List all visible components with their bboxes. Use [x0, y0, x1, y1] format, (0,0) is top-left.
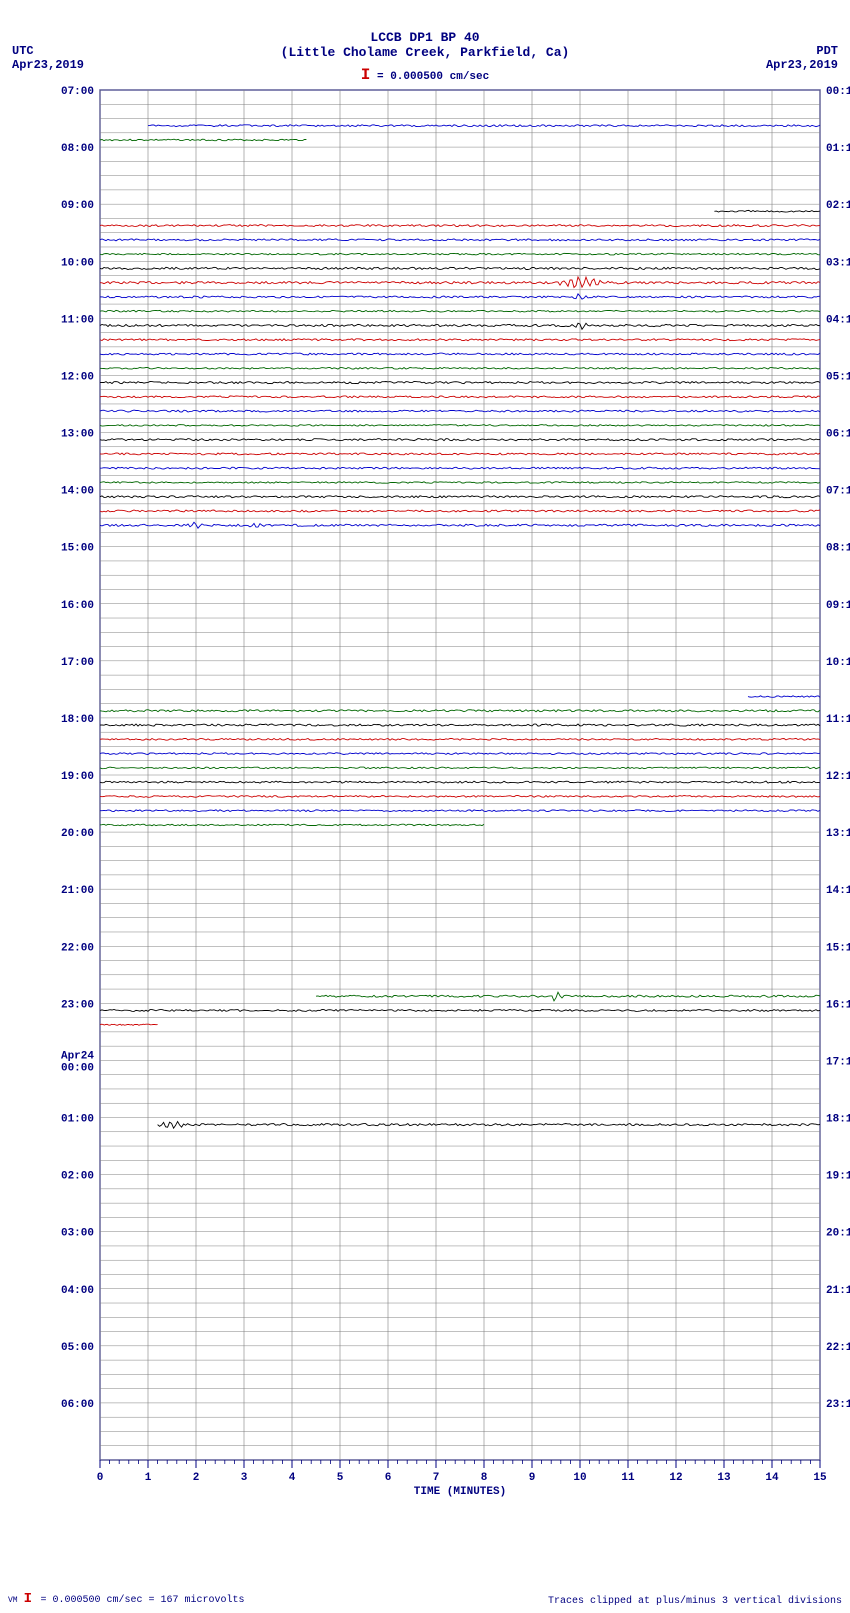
svg-text:19:00: 19:00	[61, 771, 94, 783]
svg-text:08:15: 08:15	[826, 543, 850, 555]
svg-text:03:00: 03:00	[61, 1228, 94, 1240]
svg-text:12: 12	[669, 1472, 682, 1484]
svg-text:05:00: 05:00	[61, 1342, 94, 1354]
svg-text:20:15: 20:15	[826, 1228, 850, 1240]
svg-text:15: 15	[813, 1472, 827, 1484]
svg-text:13:15: 13:15	[826, 828, 850, 840]
svg-text:11: 11	[621, 1472, 635, 1484]
seismogram-svg: 0123456789101112131415TIME (MINUTES)07:0…	[55, 90, 850, 1510]
svg-text:22:00: 22:00	[61, 942, 94, 954]
svg-text:22:15: 22:15	[826, 1342, 850, 1354]
svg-text:18:00: 18:00	[61, 714, 94, 726]
svg-text:9: 9	[529, 1472, 536, 1484]
svg-text:3: 3	[241, 1472, 248, 1484]
svg-text:17:15: 17:15	[826, 1056, 850, 1068]
svg-text:01:00: 01:00	[61, 1114, 94, 1126]
tz-right: PDT	[816, 44, 838, 58]
svg-text:00:00: 00:00	[61, 1062, 94, 1074]
scale-header: I = 0.000500 cm/sec	[0, 66, 850, 84]
svg-text:10:15: 10:15	[826, 657, 850, 669]
svg-text:01:15: 01:15	[826, 143, 850, 155]
svg-text:16:15: 16:15	[826, 999, 850, 1011]
svg-text:06:15: 06:15	[826, 429, 850, 441]
svg-text:0: 0	[97, 1472, 104, 1484]
footer-right: Traces clipped at plus/minus 3 vertical …	[548, 1596, 842, 1607]
svg-text:03:15: 03:15	[826, 257, 850, 269]
svg-text:14:15: 14:15	[826, 885, 850, 897]
svg-text:04:00: 04:00	[61, 1285, 94, 1297]
svg-text:09:00: 09:00	[61, 200, 94, 212]
svg-text:10:00: 10:00	[61, 257, 94, 269]
svg-text:14: 14	[765, 1472, 779, 1484]
svg-text:8: 8	[481, 1472, 488, 1484]
svg-text:2: 2	[193, 1472, 200, 1484]
svg-text:14:00: 14:00	[61, 486, 94, 498]
svg-text:23:15: 23:15	[826, 1399, 850, 1411]
svg-text:10: 10	[573, 1472, 586, 1484]
svg-text:23:00: 23:00	[61, 999, 94, 1011]
date-right: Apr23,2019	[766, 58, 838, 72]
svg-text:TIME (MINUTES): TIME (MINUTES)	[414, 1486, 506, 1498]
svg-text:6: 6	[385, 1472, 392, 1484]
svg-text:08:00: 08:00	[61, 143, 94, 155]
svg-text:11:15: 11:15	[826, 714, 850, 726]
footer-left: VM I = 0.000500 cm/sec = 167 microvolts	[8, 1591, 244, 1607]
svg-text:11:00: 11:00	[61, 314, 94, 326]
svg-text:12:15: 12:15	[826, 771, 850, 783]
svg-text:17:00: 17:00	[61, 657, 94, 669]
svg-text:02:15: 02:15	[826, 200, 850, 212]
svg-text:04:15: 04:15	[826, 314, 850, 326]
svg-text:05:15: 05:15	[826, 371, 850, 383]
seismogram-container: UTC Apr23,2019 PDT Apr23,2019 LCCB DP1 B…	[0, 0, 850, 1613]
footer-left-text: = 0.000500 cm/sec = 167 microvolts	[40, 1595, 244, 1606]
svg-text:02:00: 02:00	[61, 1171, 94, 1183]
svg-text:00:15: 00:15	[826, 86, 850, 98]
svg-text:20:00: 20:00	[61, 828, 94, 840]
svg-text:4: 4	[289, 1472, 296, 1484]
svg-text:21:15: 21:15	[826, 1285, 850, 1297]
svg-text:12:00: 12:00	[61, 371, 94, 383]
svg-text:15:15: 15:15	[826, 942, 850, 954]
svg-text:07:15: 07:15	[826, 486, 850, 498]
svg-text:16:00: 16:00	[61, 600, 94, 612]
station-code: LCCB DP1 BP 40	[0, 30, 850, 45]
svg-text:13:00: 13:00	[61, 429, 94, 441]
svg-text:18:15: 18:15	[826, 1114, 850, 1126]
svg-text:21:00: 21:00	[61, 885, 94, 897]
svg-text:13: 13	[717, 1472, 731, 1484]
svg-text:Apr24: Apr24	[61, 1050, 94, 1062]
header: LCCB DP1 BP 40 (Little Cholame Creek, Pa…	[0, 0, 850, 84]
svg-text:7: 7	[433, 1472, 440, 1484]
svg-text:1: 1	[145, 1472, 152, 1484]
tz-left: UTC	[12, 44, 34, 58]
plot-area: 0123456789101112131415TIME (MINUTES)07:0…	[55, 90, 775, 1510]
svg-text:06:00: 06:00	[61, 1399, 94, 1411]
svg-text:07:00: 07:00	[61, 86, 94, 98]
station-name: (Little Cholame Creek, Parkfield, Ca)	[0, 45, 850, 60]
scale-value: = 0.000500 cm/sec	[377, 71, 489, 83]
svg-text:19:15: 19:15	[826, 1171, 850, 1183]
svg-text:09:15: 09:15	[826, 600, 850, 612]
svg-text:5: 5	[337, 1472, 344, 1484]
date-left: Apr23,2019	[12, 58, 84, 72]
svg-text:15:00: 15:00	[61, 543, 94, 555]
